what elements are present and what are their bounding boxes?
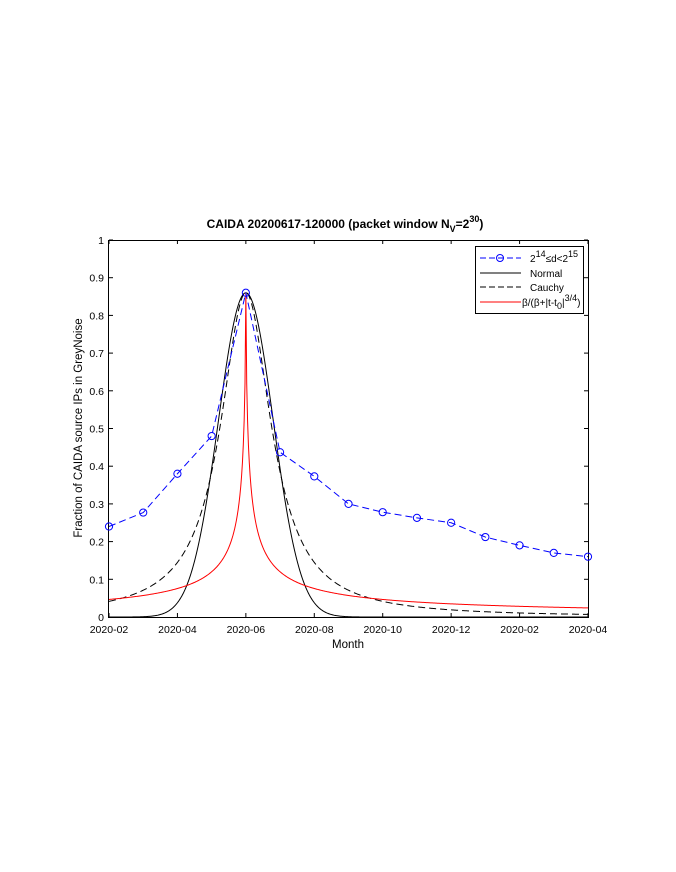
x-tick-label: 2020-06 (227, 624, 266, 636)
data-point-marker (310, 472, 319, 481)
legend-data-mid: ≤d<2 (546, 254, 569, 265)
y-tick-label: 0.8 (89, 310, 104, 322)
y-tick-label: 1 (98, 235, 104, 247)
title-superscript: 30 (469, 214, 479, 224)
legend-fit-pre: β/(β+|t-t (522, 298, 557, 309)
x-tick-label: 2020-02 (500, 624, 539, 636)
y-tick-label: 0.1 (89, 574, 104, 586)
data-point-marker (207, 431, 216, 441)
legend-fit-sub: 0 (557, 301, 562, 311)
series-fit-line (108, 292, 589, 609)
series-normal-line (109, 292, 588, 618)
data-point-marker (344, 499, 353, 508)
chart-title: CAIDA 20200617-120000 (packet window NV=… (207, 214, 484, 234)
y-tick-label: 0.2 (89, 537, 104, 549)
legend-normal-label: Normal (530, 269, 562, 280)
title-equals: =2 (456, 217, 470, 231)
series-cauchy-line (108, 292, 589, 615)
axis-ticks: 2020-02 2020-04 2020-06 2020-08 2020-10 2020-… (89, 235, 607, 636)
legend-fit-label: β/(β+|t-t0|3/4) (522, 293, 580, 311)
x-tick-label: 2020-10 (363, 624, 402, 636)
data-point-marker (549, 548, 558, 558)
x-tick-label: 2020-04 (158, 624, 197, 636)
series-data-line (108, 292, 589, 558)
y-tick-label: 0.7 (89, 348, 104, 360)
legend-data-marker (496, 254, 504, 262)
data-point-marker (515, 541, 524, 550)
data-point-marker (412, 513, 422, 522)
data-point-marker (241, 288, 250, 297)
data-point-marker (139, 508, 148, 517)
y-tick-label: 0.6 (89, 386, 104, 398)
legend-data-sup2: 15 (568, 249, 578, 259)
legend-cauchy-label: Cauchy (530, 283, 564, 294)
x-tick-label: 2020-12 (432, 624, 471, 636)
data-point-marker (173, 469, 182, 478)
legend-data-label: 214≤d<215 (530, 249, 578, 265)
y-axis-label: Fraction of CAIDA source IPs in GreyNois… (73, 318, 85, 537)
title-close: ) (479, 217, 483, 231)
data-point-marker (104, 522, 114, 531)
x-tick-label: 2020-04 (569, 624, 608, 636)
data-point-marker (447, 518, 456, 527)
y-tick-label: 0 (98, 612, 104, 624)
y-tick-label: 0.5 (89, 424, 104, 436)
y-tick-label: 0.3 (89, 499, 104, 511)
legend-data-base1: 2 (530, 254, 536, 265)
x-tick-label: 2020-08 (295, 624, 334, 636)
x-axis-label: Month (332, 639, 364, 651)
legend-fit-post: ) (577, 298, 580, 309)
legend-fit-mid: | (562, 298, 565, 309)
data-point-marker (378, 508, 387, 517)
legend-fit-sup: 3/4 (565, 293, 578, 303)
data-point-marker (481, 532, 490, 542)
title-subscript: V (450, 224, 456, 234)
y-tick-label: 0.9 (89, 273, 104, 285)
legend-data-sup1: 14 (536, 249, 546, 259)
title-main: CAIDA 20200617-120000 (packet window N (207, 217, 450, 231)
legend: 214≤d<215 Normal Cauchy β/(β+|t-t0|3/4) (475, 246, 584, 314)
x-tick-label: 2020-02 (90, 624, 129, 636)
data-point-marker (583, 552, 593, 561)
y-tick-label: 0.4 (89, 461, 104, 473)
data-curves (104, 288, 593, 618)
data-point-marker (275, 448, 285, 457)
